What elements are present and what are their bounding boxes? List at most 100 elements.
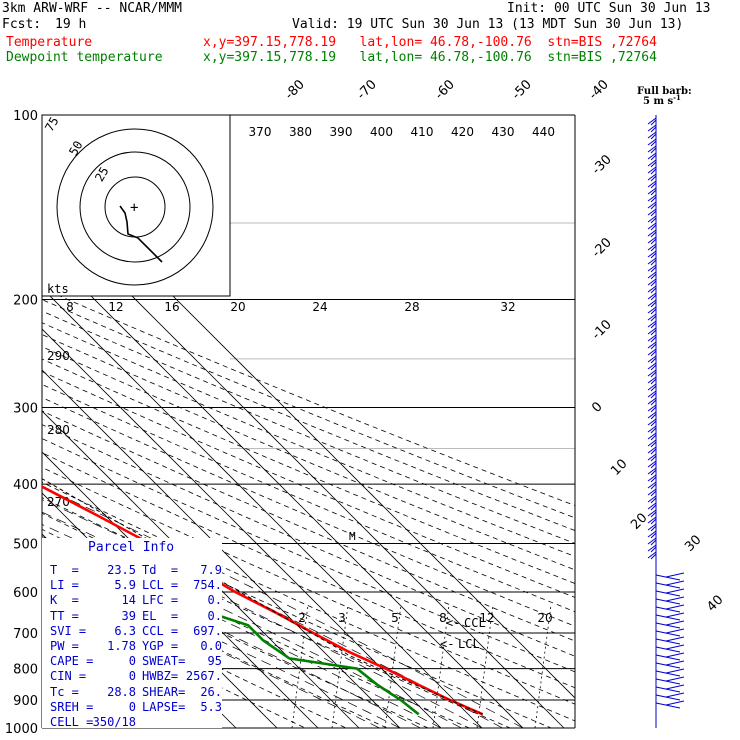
hodograph-ring-label-75: 75 [42,114,61,134]
wind-barb [647,292,657,300]
wind-speed-label-12: 12 [108,300,123,314]
wind-barb [665,572,685,578]
wind-barb [665,588,685,594]
wind-barb [655,694,681,701]
wind-speed-scale-labels: 8 12 16 20 24 28 32 [66,300,515,314]
wind-barb [650,196,657,203]
parcel-label-right: SWEAT= [142,654,186,669]
wind-barb [647,341,657,349]
theta-label-370: 370 [249,125,272,139]
wind-barb [650,532,657,539]
wind-barb [650,469,657,476]
wind-barb [650,371,657,378]
pressure-label-100: 100 [13,109,38,124]
wind-barb [647,509,657,517]
theta-label-410: 410 [411,125,434,139]
isotherm-label--60: -60 [432,77,458,103]
wind-barb [650,525,657,532]
wind-barb [647,278,657,286]
parcel-value-right: 0. [207,608,222,623]
pressure-label-600: 600 [13,586,38,601]
parcel-value-left: 1.78 [107,639,136,653]
wind-barb [650,301,657,308]
wind-barb [650,231,657,238]
wind-barb [665,684,685,690]
wind-barb [650,329,657,336]
wind-barb [665,596,685,602]
moist-adiabat-20 [42,511,483,728]
dry-adiabat-260 [42,579,347,728]
isotherm-label-0: 0 [589,399,605,415]
theta-labels: 370 380 390 400 410 420 430 440 290 280 270 [47,125,555,509]
isotherm-label--20: -20 [589,235,615,261]
mixing-ratio-line-5 [384,604,402,728]
wind-barb [647,299,657,307]
wind-speed-label-20: 20 [230,300,245,314]
wind-speed-label-28: 28 [404,300,419,314]
wind-barb [650,406,657,413]
wind-barb [665,652,685,658]
wind-barb [647,243,657,251]
wind-barb [665,700,685,706]
parcel-label-left: Tc = [50,684,79,699]
isotherm-label-30: 30 [682,533,704,555]
wind-barb [647,313,657,321]
wind-speed-label-24: 24 [312,300,327,314]
parcel-value-right: 697. [193,623,222,638]
wind-barb [647,166,657,174]
wind-barb [647,327,657,335]
mixing-ratio-line-20 [534,604,552,728]
moist-adiabat-30 [42,486,524,728]
dewpoint-station-info: x,y=397.15,778.19 lat,lon= 46.78,-100.76… [203,50,657,65]
wind-barb [647,145,657,153]
wind-barb [650,448,657,455]
wind-barb [655,614,681,621]
wind-barb [650,189,657,196]
wind-barb [650,476,657,483]
wind-barb [650,413,657,420]
parcel-value-right: 95 [207,654,222,669]
wind-barb [665,692,685,698]
wind-barb [647,418,657,426]
theta-label-380: 380 [289,125,312,139]
wind-barb [647,446,657,454]
parcel-value-left: 0 [128,669,136,684]
hodograph-ring-label-50: 50 [66,138,85,158]
wind-barb [650,147,657,154]
wind-barb [650,168,657,175]
wind-barb [655,662,681,669]
theta-left-label-270: 270 [47,495,70,509]
pressure-axis-labels: 100 200 300 400 500 600 700 800 900 1000 [5,109,38,737]
parcel-label-left: TT = [50,608,79,623]
wind-barb [647,481,657,489]
mixing-ratio-label-2: 2 [298,611,306,625]
dry-adiabat-470 [42,287,575,506]
parcel-label-left: CIN = [50,669,87,684]
isotherm-label--10: -10 [589,317,615,343]
wind-barb [647,180,657,188]
wind-barb [650,427,657,434]
parcel-label-left: K = [50,593,79,608]
wind-barb [650,392,657,399]
dry-adiabat-410 [42,358,575,584]
wind-barb [650,210,657,217]
dewpoint-legend-label: Dewpoint temperature [6,50,163,65]
dry-adiabat-430 [42,334,575,557]
dry-adiabat-440 [42,322,575,544]
isotherm-30 [42,246,524,728]
wind-barb [647,432,657,440]
wind-speed-label-32: 32 [500,300,515,314]
temperature-station-info: x,y=397.15,778.19 lat,lon= 46.78,-100.76… [203,35,657,50]
wind-barb [650,315,657,322]
pressure-label-1000: 1000 [5,722,38,737]
mixing-ratio-label-5: 5 [391,611,399,625]
wind-barb [647,544,657,552]
wind-barb [650,280,657,287]
wind-barb [650,273,657,280]
wind-barb [647,530,657,538]
pressure-label-400: 400 [13,478,38,493]
wind-barb [647,208,657,216]
parcel-label-right: HWBZ= [142,669,179,684]
wind-barb [650,133,657,140]
mixing-ratio-line-2 [291,604,309,728]
